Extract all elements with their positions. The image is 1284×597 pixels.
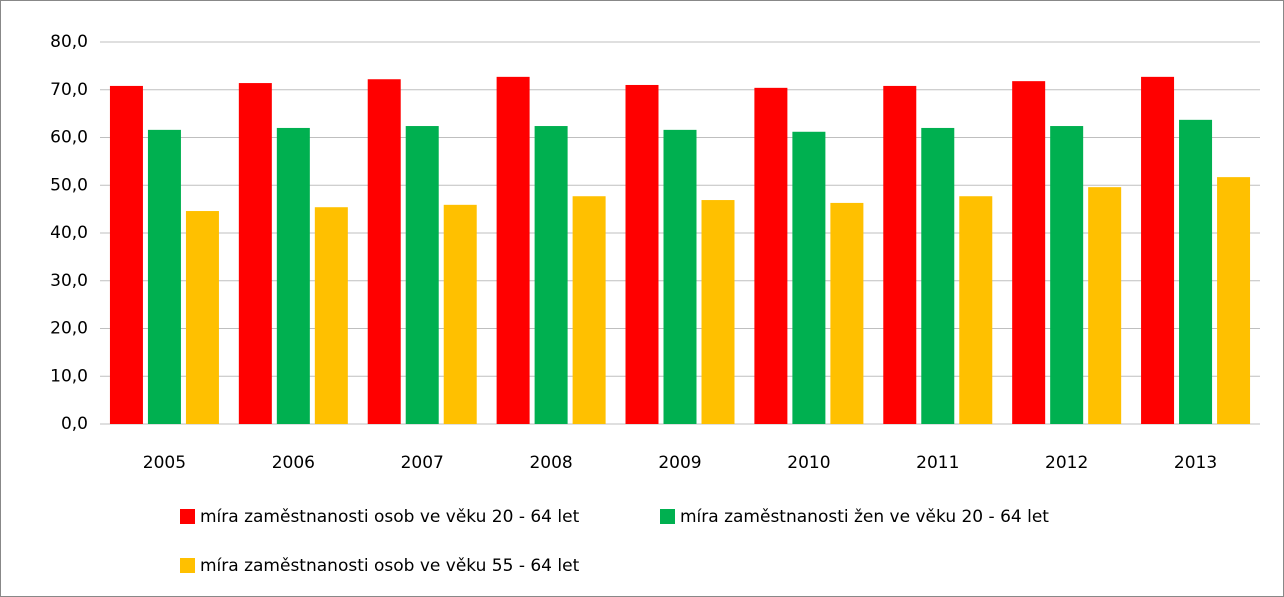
bar	[625, 84, 659, 424]
y-tick-label: 20,0	[50, 319, 88, 339]
bar	[109, 85, 143, 425]
legend-label: míra zaměstnanosti žen ve věku 20 - 64 l…	[680, 507, 1049, 527]
bar	[1141, 76, 1175, 425]
x-tick-label: 2007	[401, 453, 444, 473]
bar	[572, 196, 606, 424]
bar	[534, 126, 568, 424]
x-tick-label: 2011	[916, 453, 959, 473]
y-tick-label: 40,0	[50, 223, 88, 243]
legend-swatch	[180, 558, 195, 573]
y-tick-label: 60,0	[50, 128, 88, 148]
y-tick-label: 10,0	[50, 366, 88, 386]
bar	[921, 127, 955, 424]
bar	[1012, 81, 1046, 424]
bar	[701, 200, 735, 424]
bar	[1217, 177, 1251, 424]
x-tick-label: 2005	[143, 453, 186, 473]
bar	[147, 129, 181, 425]
x-tick-label: 2008	[529, 453, 572, 473]
legend-label: míra zaměstnanosti osob ve věku 20 - 64 …	[200, 507, 580, 527]
bar	[443, 204, 477, 424]
legend-label: míra zaměstnanosti osob ve věku 55 - 64 …	[200, 556, 580, 576]
x-tick-label: 2012	[1045, 453, 1088, 473]
bar	[1088, 187, 1122, 424]
bar	[792, 131, 826, 424]
legend-swatch	[660, 509, 675, 524]
bar	[663, 129, 697, 425]
y-tick-label: 50,0	[50, 175, 88, 195]
bar	[276, 127, 310, 424]
bar	[1179, 119, 1213, 425]
y-tick-label: 0,0	[61, 414, 88, 434]
x-tick-label: 2006	[272, 453, 315, 473]
y-tick-label: 30,0	[50, 271, 88, 291]
bar	[185, 211, 219, 424]
bar	[959, 196, 993, 424]
bar	[496, 76, 530, 425]
x-tick-label: 2013	[1174, 453, 1217, 473]
bar	[883, 85, 917, 425]
legend-swatch	[180, 509, 195, 524]
x-tick-label: 2010	[787, 453, 830, 473]
bar	[367, 79, 401, 425]
bar	[405, 126, 439, 424]
bar	[830, 202, 864, 424]
bar	[754, 87, 788, 424]
y-tick-label: 80,0	[50, 32, 88, 52]
y-tick-label: 70,0	[50, 80, 88, 100]
bar	[1050, 126, 1084, 424]
bar	[314, 207, 348, 424]
bar	[238, 83, 272, 424]
x-tick-label: 2009	[658, 453, 701, 473]
